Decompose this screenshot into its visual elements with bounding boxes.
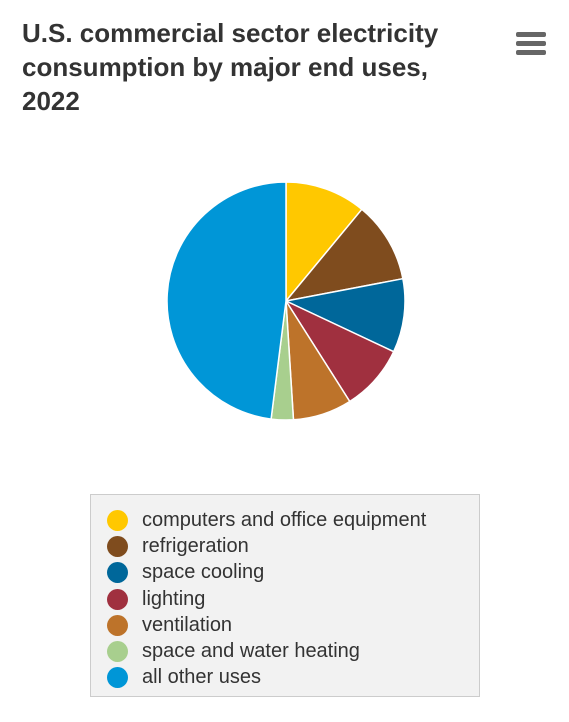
legend-item[interactable]: lighting [107, 586, 479, 612]
legend-item[interactable]: refrigeration [107, 533, 479, 559]
legend-label: space cooling [142, 561, 265, 584]
menu-bar [516, 41, 546, 46]
legend-label: all other uses [142, 666, 261, 689]
pie-slice-computers-and-office-equipment[interactable] [285, 181, 363, 302]
legend-swatch [107, 509, 128, 531]
legend-swatch [107, 588, 128, 610]
menu-bar [516, 32, 546, 37]
legend-swatch [107, 535, 128, 557]
chart-title: U.S. commercial sector electricity consu… [22, 18, 439, 116]
menu-bar [516, 50, 546, 55]
legend-swatch [107, 562, 128, 584]
pie-slice-refrigeration[interactable] [285, 208, 404, 302]
legend: computers and office equipment refrigerat… [90, 494, 480, 697]
legend-swatch [107, 614, 128, 636]
legend-item[interactable]: space and water heating [107, 638, 479, 664]
legend-label: space and water heating [142, 640, 360, 663]
legend-label: ventilation [142, 613, 233, 636]
legend-item[interactable]: space cooling [107, 560, 479, 586]
legend-label: refrigeration [142, 534, 249, 557]
pie-slice-all-other-uses[interactable] [166, 181, 287, 420]
legend-label: lighting [142, 587, 206, 610]
legend-item[interactable]: all other uses [107, 665, 479, 691]
legend-swatch [107, 667, 128, 689]
legend-item[interactable]: ventilation [107, 612, 479, 638]
legend-label: computers and office equipment [142, 508, 427, 531]
pie-slice-space-cooling[interactable] [285, 277, 406, 353]
legend-swatch [107, 641, 128, 663]
hamburger-menu-icon[interactable] [510, 26, 550, 62]
legend-item[interactable]: computers and office equipment [107, 507, 479, 533]
